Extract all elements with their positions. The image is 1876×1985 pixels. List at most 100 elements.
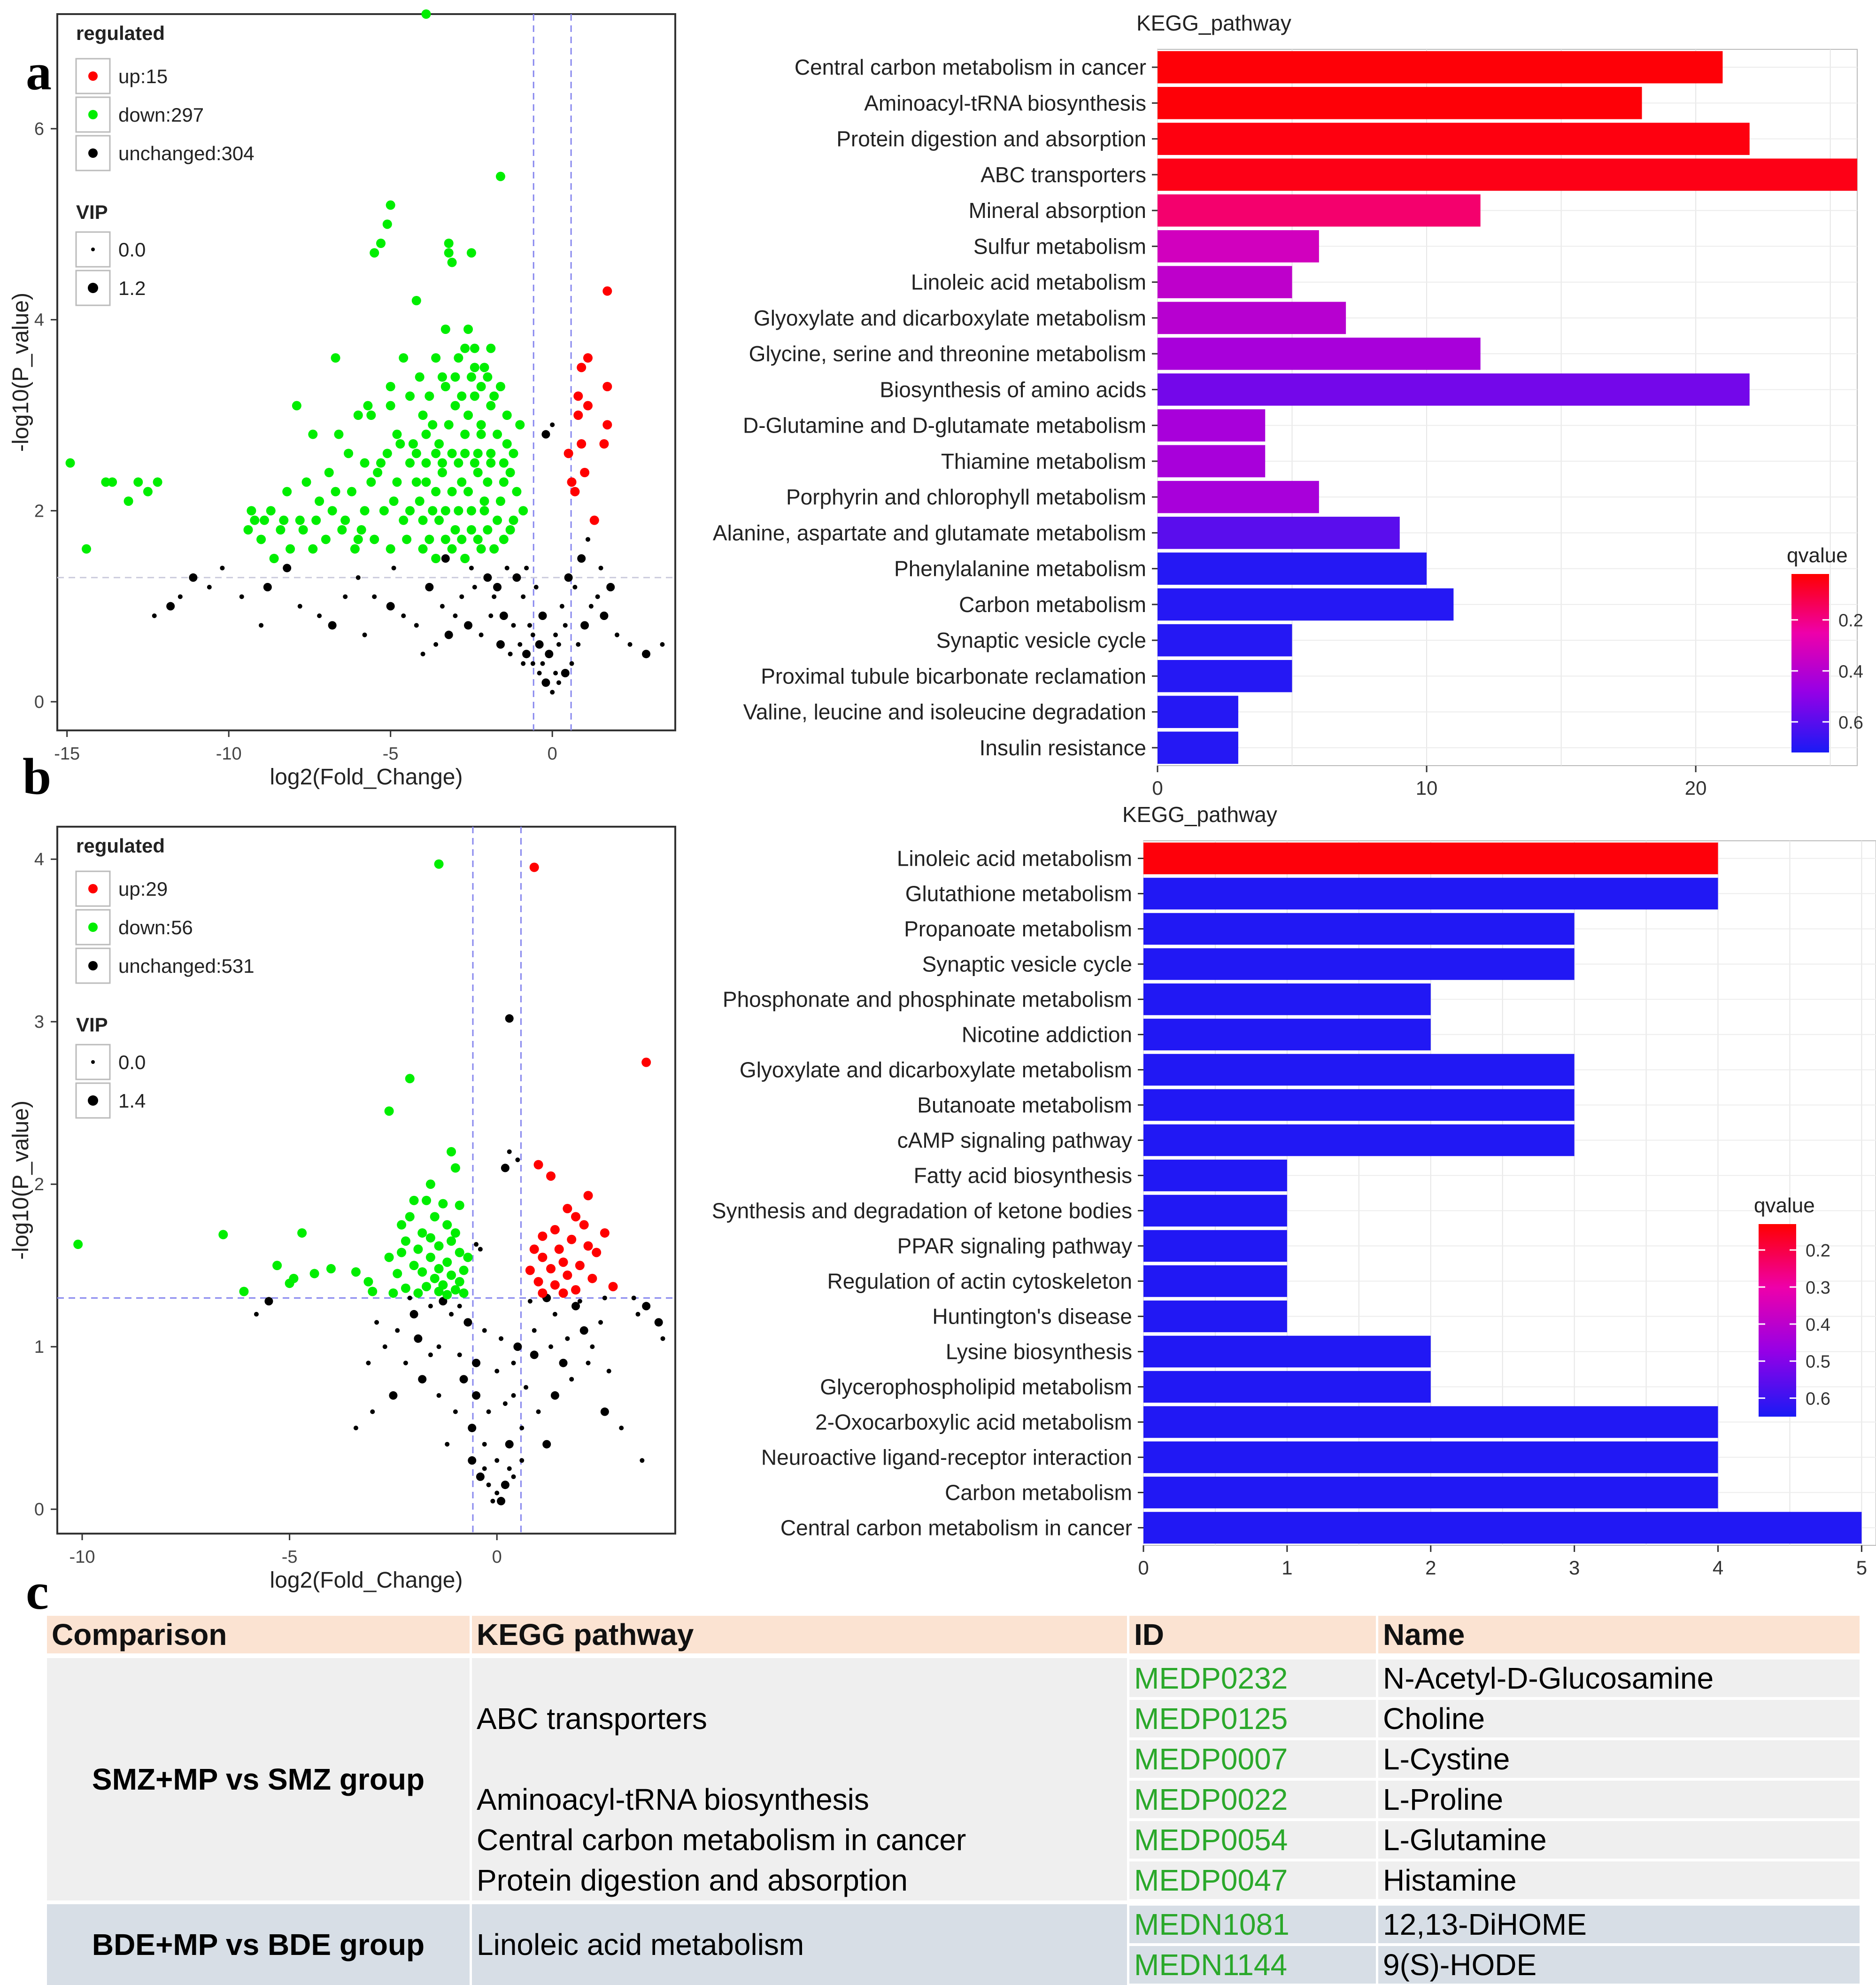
bar — [1143, 1054, 1575, 1086]
data-point-down — [457, 535, 467, 544]
data-point-unchanged — [511, 1474, 516, 1479]
data-point-unchanged — [372, 594, 377, 599]
data-point-unchanged — [533, 585, 539, 589]
data-point-unchanged — [449, 1311, 454, 1317]
data-point-down — [399, 515, 409, 525]
data-point-down — [337, 525, 347, 535]
panel-label-c: c — [26, 1563, 49, 1620]
data-point-unchanged — [640, 1458, 645, 1463]
y-tick-label: 2 — [34, 1175, 44, 1194]
data-point-down — [298, 525, 308, 535]
data-point-down — [331, 487, 340, 496]
data-point-down — [428, 506, 438, 516]
category-label: Valine, leucine and isoleucine degradati… — [743, 700, 1146, 724]
data-point-unchanged — [317, 613, 322, 618]
data-point-up — [550, 1225, 560, 1235]
colorbar-label: 0.4 — [1838, 662, 1863, 682]
data-point-down — [373, 468, 383, 477]
table-pathway-cell: ABC transporters — [472, 1658, 1127, 1779]
data-point-unchanged — [598, 1320, 603, 1325]
bar — [1143, 1194, 1287, 1227]
bar — [1143, 913, 1575, 945]
data-point-up — [577, 439, 587, 449]
category-label: Nicotine addiction — [962, 1023, 1132, 1047]
data-point-up — [602, 382, 612, 391]
data-point-up — [602, 420, 612, 430]
category-label: 2-Oxocarboxylic acid metabolism — [815, 1410, 1132, 1434]
data-point-unchanged — [382, 1344, 387, 1349]
bar — [1158, 51, 1723, 84]
data-point-up — [575, 1261, 585, 1271]
category-label: Alanine, aspartate and glutamate metabol… — [713, 520, 1146, 545]
data-point-down — [259, 515, 269, 525]
data-point-down — [370, 248, 379, 258]
data-point-up — [550, 1280, 560, 1290]
data-point-unchanged — [559, 604, 564, 609]
chart-title: KEGG_pathway — [1122, 802, 1277, 827]
data-point-down — [430, 1273, 440, 1283]
data-point-down — [101, 477, 111, 487]
data-point-down — [405, 1074, 415, 1084]
bar — [1143, 1089, 1575, 1121]
data-point-down — [483, 525, 493, 535]
table-header-pathway: KEGG pathway — [472, 1616, 1127, 1653]
x-tick-label: -15 — [54, 744, 80, 764]
colorbar — [1791, 574, 1829, 752]
colorbar-label: 0.4 — [1806, 1315, 1830, 1335]
data-point-up — [554, 1244, 564, 1254]
data-point-down — [351, 1267, 361, 1277]
data-point-down — [382, 449, 392, 458]
category-label: D-Glutamine and D-glutamate metabolism — [743, 413, 1146, 438]
data-point-down — [239, 1287, 249, 1296]
data-point-down — [431, 554, 441, 563]
data-point-down — [405, 1212, 415, 1222]
table-id-cell: MEDP0022 — [1129, 1781, 1376, 1818]
data-point-down — [493, 429, 502, 439]
data-point-down — [326, 1264, 336, 1274]
legend-label: down:297 — [118, 104, 204, 126]
data-point-down — [437, 458, 447, 468]
data-point-down — [486, 449, 496, 458]
data-point-unchanged — [527, 1299, 533, 1304]
data-point-unchanged — [478, 1247, 483, 1252]
data-point-down — [133, 477, 143, 487]
data-point-down — [386, 200, 395, 210]
category-label: Insulin resistance — [980, 736, 1146, 760]
colorbar-label: 0.2 — [1806, 1241, 1830, 1261]
data-point-unchanged — [166, 602, 175, 611]
data-point-down — [476, 544, 486, 554]
legend-title: regulated — [76, 835, 165, 857]
category-label: Huntington's disease — [932, 1304, 1132, 1329]
table-id-cell: MEDN1081 — [1129, 1906, 1376, 1943]
bar — [1158, 302, 1346, 334]
data-point-unchanged — [515, 1157, 520, 1163]
legend-label: up:29 — [118, 878, 168, 900]
data-point-unchanged — [660, 1336, 665, 1341]
data-point-down — [331, 353, 340, 363]
category-label: Propanoate metabolism — [904, 917, 1132, 941]
data-point-up — [529, 862, 539, 872]
bar — [1143, 983, 1431, 1016]
bar — [1143, 877, 1718, 910]
data-point-unchanged — [588, 604, 594, 609]
data-point-unchanged — [550, 422, 555, 427]
data-point-unchanged — [468, 1456, 477, 1465]
data-point-unchanged — [508, 651, 513, 657]
data-point-down — [434, 859, 444, 869]
data-point-down — [483, 477, 493, 487]
data-point-unchanged — [536, 1409, 541, 1414]
data-point-down — [450, 372, 460, 382]
data-point-up — [563, 1204, 572, 1214]
table-name-cell: Histamine — [1378, 1861, 1860, 1899]
data-point-down — [466, 525, 476, 535]
bar — [1158, 373, 1750, 406]
size-legend-label: 0.0 — [118, 239, 146, 261]
table-id-cell: MEDP0047 — [1129, 1861, 1376, 1899]
data-point-down — [476, 420, 486, 430]
data-point-unchanged — [556, 642, 561, 647]
data-point-down — [463, 411, 473, 420]
data-point-down — [470, 391, 479, 401]
y-tick-label: 2 — [34, 501, 44, 521]
legend-label: unchanged:531 — [118, 955, 255, 977]
data-point-down — [417, 1228, 427, 1238]
